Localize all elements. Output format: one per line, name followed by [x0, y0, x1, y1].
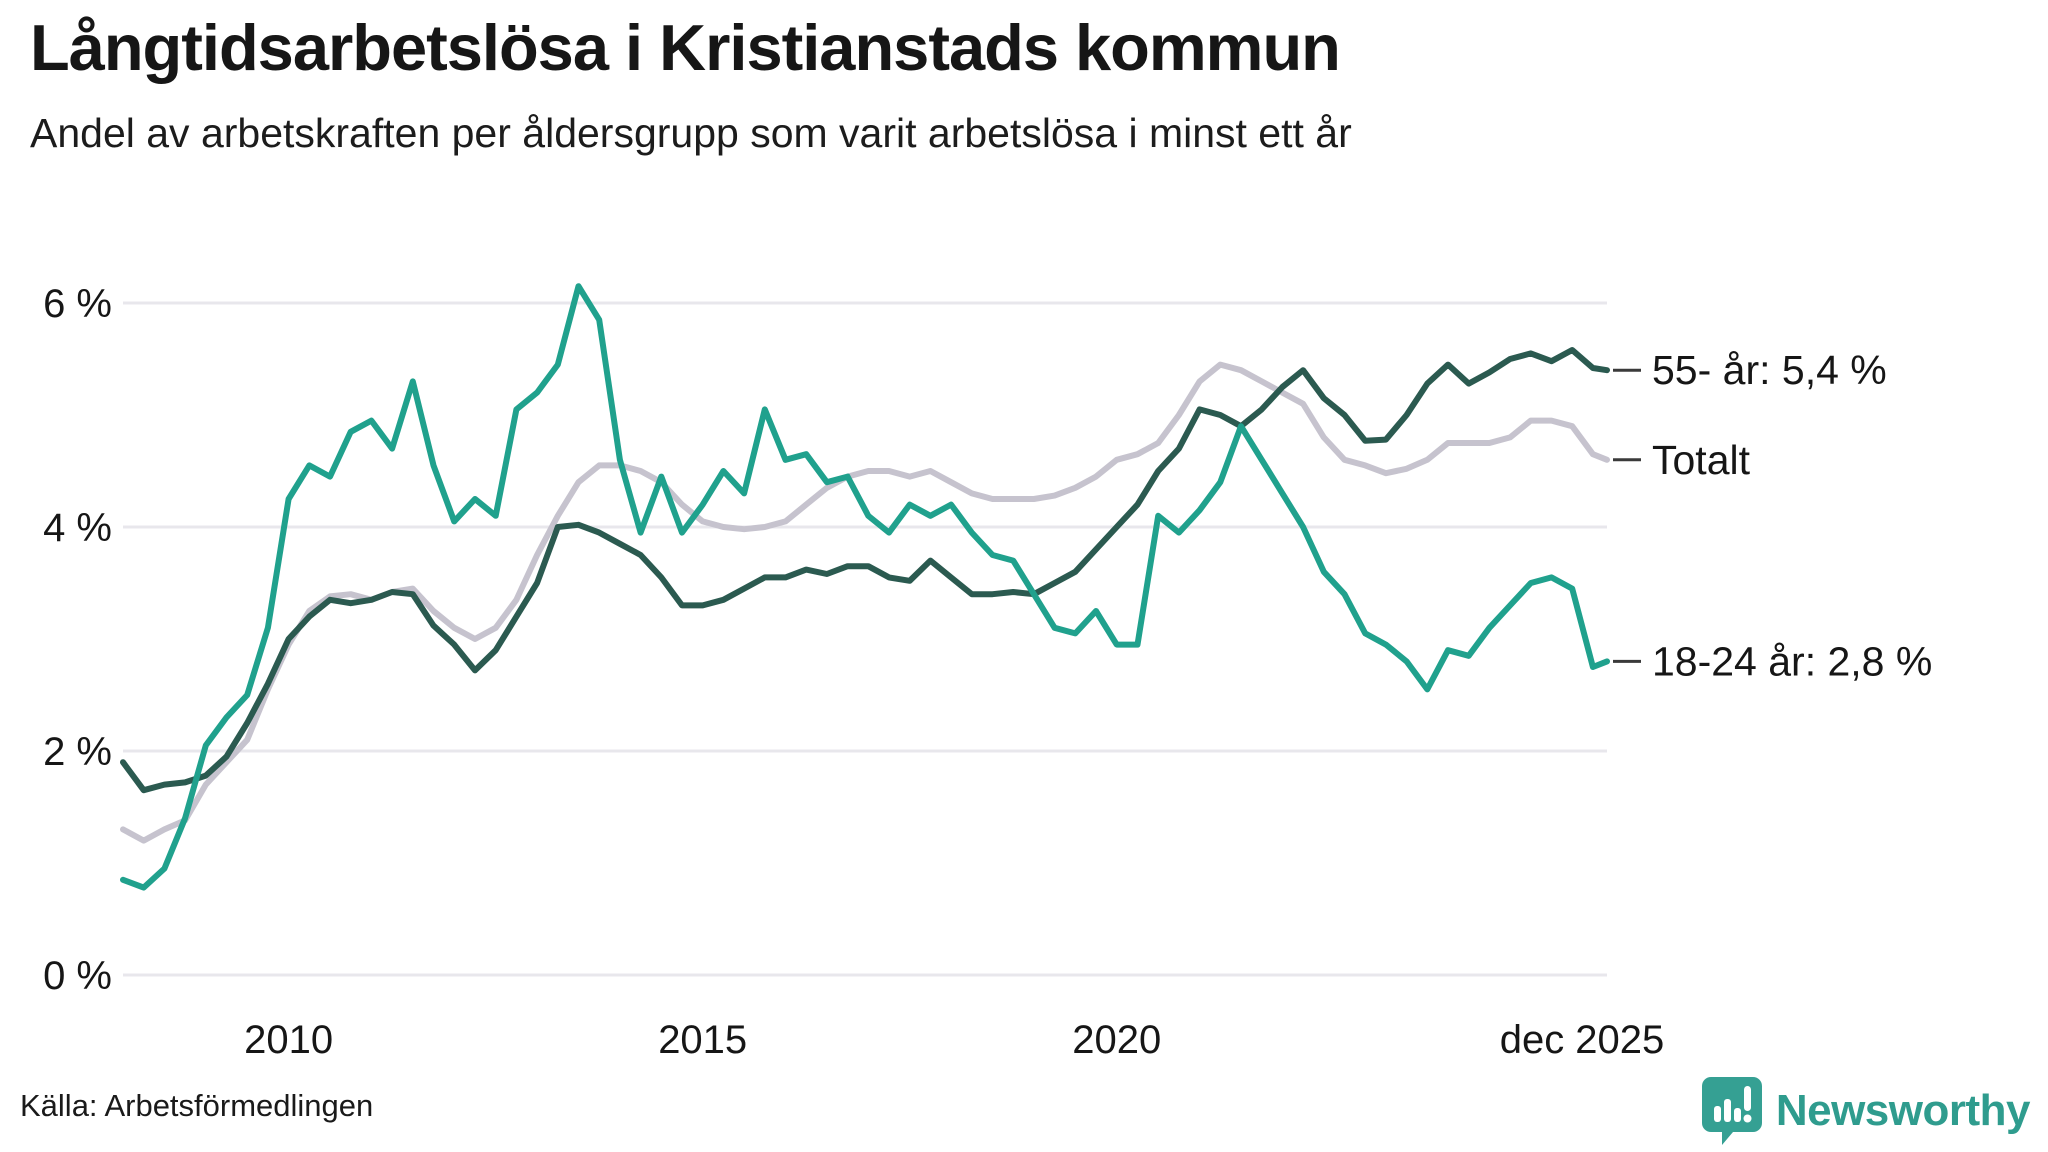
x-tick-label: 2020 [1072, 1018, 1161, 1062]
newsworthy-logo-text: Newsworthy [1775, 1086, 2031, 1135]
bar-icon [1713, 1106, 1721, 1122]
y-tick-label: 6 % [43, 282, 112, 326]
bar-icon [1733, 1108, 1741, 1122]
series-end-label-Totalt: Totalt [1652, 437, 1751, 483]
series-line-55- år [120, 347, 1610, 794]
bar-icon [1723, 1099, 1731, 1122]
x-tick-label: dec 2025 [1500, 1018, 1665, 1062]
series-end-label-18-24 år: 18-24 år: 2,8 % [1652, 638, 1932, 684]
x-tick-label: 2010 [244, 1018, 333, 1062]
x-tick-label: 2015 [658, 1018, 747, 1062]
series-line-18-24 år [120, 283, 1610, 891]
exclamation-dot-icon [1743, 1114, 1752, 1123]
newsworthy-logo-icon [1701, 1077, 1762, 1145]
exclamation-icon [1743, 1086, 1751, 1111]
series-end-label-55- år: 55- år: 5,4 % [1652, 347, 1887, 393]
source-note: Källa: Arbetsförmedlingen [20, 1088, 374, 1123]
chart-subtitle: Andel av arbetskraften per åldersgrupp s… [30, 110, 1352, 156]
newsworthy-logo: Newsworthy [1701, 1076, 2031, 1146]
chart-title: Långtidsarbetslösa i Kristianstads kommu… [30, 11, 1341, 84]
y-tick-label: 0 % [43, 954, 112, 998]
y-tick-label: 4 % [43, 506, 112, 550]
y-tick-label: 2 % [43, 730, 112, 774]
speech-bubble-shape [1701, 1077, 1762, 1145]
